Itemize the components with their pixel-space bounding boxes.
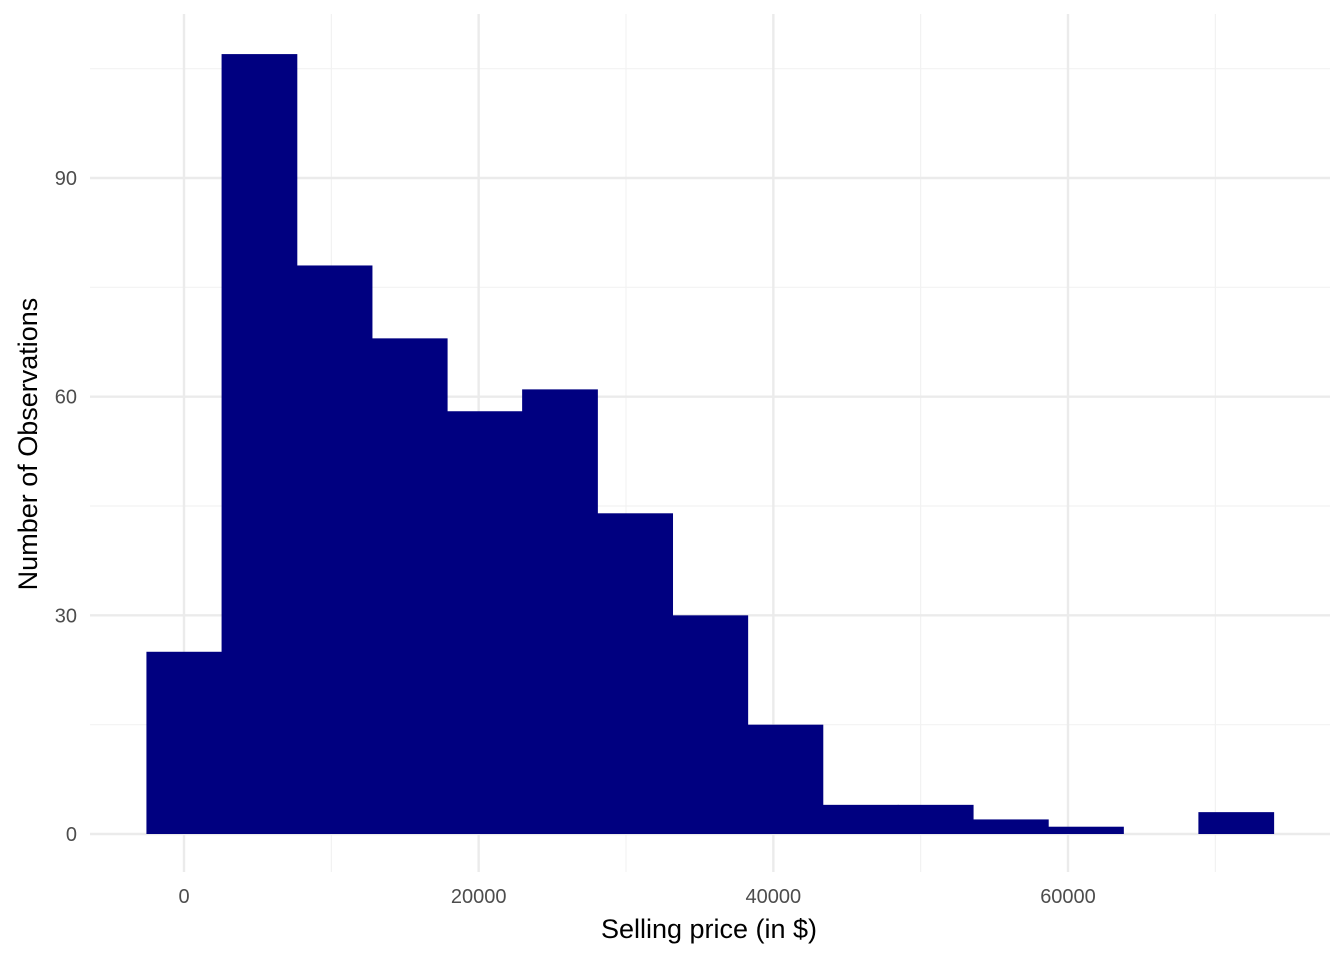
histogram-bar [522, 389, 598, 834]
histogram-bar [822, 804, 899, 834]
y-tick-label: 90 [55, 168, 77, 190]
x-axis-title: Selling price (in $) [601, 914, 817, 944]
x-tick-label: 40000 [746, 886, 802, 908]
histogram-bar [146, 651, 223, 834]
y-axis-title: Number of Observations [13, 298, 43, 591]
histogram-bars [146, 54, 1275, 835]
histogram-bar [1048, 826, 1124, 834]
histogram-bar [672, 615, 749, 834]
histogram-bar [597, 513, 674, 834]
y-tick-label: 0 [66, 824, 77, 846]
histogram-bar [296, 265, 373, 834]
histogram-bar [897, 804, 974, 834]
y-axis-tick-labels: 0 30 60 90 [55, 168, 77, 846]
x-axis-tick-labels: 0 20000 40000 60000 [178, 886, 1095, 908]
histogram-bar [1198, 812, 1275, 834]
x-tick-label: 60000 [1040, 886, 1096, 908]
histogram-bar [371, 338, 448, 834]
histogram-bar [972, 819, 1049, 834]
x-tick-label: 20000 [451, 886, 507, 908]
histogram-bar [446, 411, 523, 834]
y-tick-label: 30 [55, 605, 77, 627]
y-tick-label: 60 [55, 387, 77, 409]
histogram-bar [747, 724, 824, 834]
histogram-bar [221, 54, 298, 835]
x-tick-label: 0 [178, 886, 189, 908]
